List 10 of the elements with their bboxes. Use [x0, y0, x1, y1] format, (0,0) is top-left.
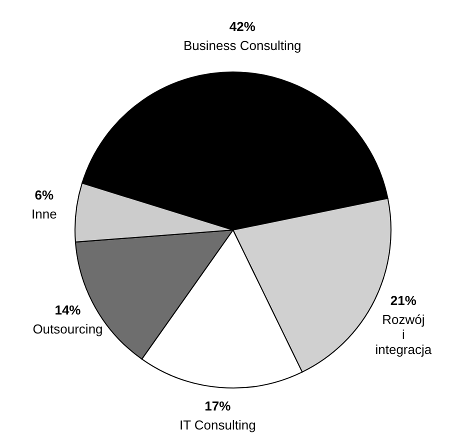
- data-label: 21%: [390, 292, 417, 308]
- slice-label: Business Consulting: [183, 38, 302, 54]
- data-label: 17%: [204, 398, 232, 414]
- slice-label: Rozwój i integracja: [375, 312, 432, 357]
- slice-label: Inne: [32, 206, 57, 222]
- slice-label: Outsourcing: [32, 322, 103, 337]
- data-label: 14%: [54, 302, 82, 318]
- slice-label: IT Consulting: [179, 417, 256, 432]
- data-label: 42%: [229, 19, 256, 34]
- data-label: 6%: [34, 188, 54, 203]
